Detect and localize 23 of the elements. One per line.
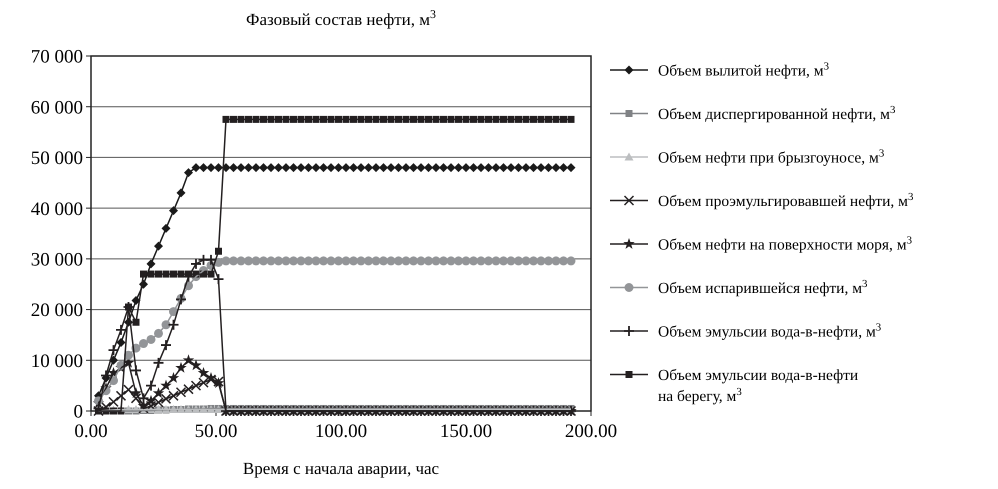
y-tick-label: 10 000 [30, 350, 83, 372]
legend-label: Объем нефти при брызгоуносе, м$^{3}$ [658, 147, 884, 166]
x-tick-label: 200.00 [564, 421, 618, 442]
x-tick-label: 100.00 [314, 421, 368, 442]
legend-label: Объем диспергированной нефти, м$^{3}$ [658, 104, 896, 123]
y-tick-label: 70 000 [30, 46, 83, 68]
y-tick-label: 60 000 [30, 97, 83, 118]
chart-title: Фазовый состав нефти, м$^{3}$ [246, 7, 436, 29]
y-tick-label: 0 [74, 402, 83, 423]
legend-label: Объем эмульсии вода-в-нефти, м$^{3}$ [658, 321, 882, 340]
x-tick-label: 50.00 [194, 421, 238, 442]
legend-label: Объем эмульсии вода-в-нефти на берегу, м$^{3}$ [658, 366, 858, 405]
legend-label: Объем испарившейся нефти, м$^{3}$ [658, 278, 868, 297]
legend-label: Объем проэмульгировавшей нефти, м$^{3}$ [658, 190, 914, 210]
x-tick-label: 0.00 [74, 421, 108, 442]
y-tick-label: 30 000 [30, 250, 83, 271]
x-axis-title: Время с начала аварии, час [242, 459, 440, 478]
y-tick-label: 20 000 [30, 300, 83, 322]
legend-label: Объем вылитой нефти, м$^{3}$ [658, 60, 829, 80]
legend-label: Объем нефти на поверхности моря, м$^{3}$ [658, 234, 912, 254]
y-tick-label: 40 000 [30, 198, 83, 220]
x-tick-label: 150.00 [440, 421, 492, 442]
y-tick-label: 50 000 [30, 148, 83, 170]
